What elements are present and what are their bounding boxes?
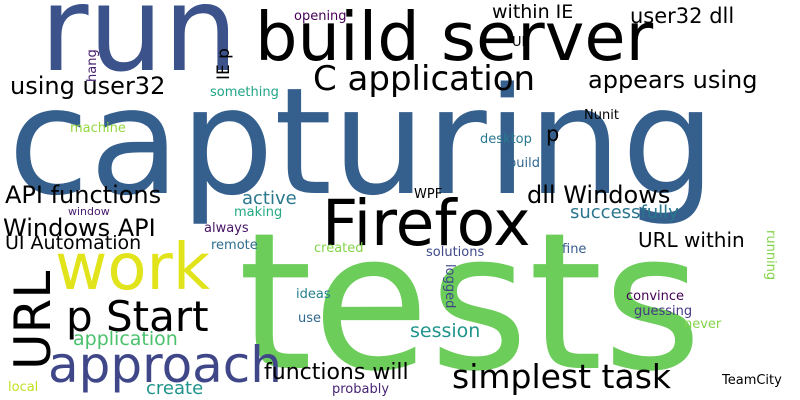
word-making: making (234, 205, 283, 220)
word-ui-automation: UI Automation (5, 232, 142, 254)
word-api-functions: API functions (5, 181, 162, 209)
word-guessing: guessing (634, 304, 693, 319)
word-session: session (410, 320, 481, 342)
word-desktop: desktop (480, 132, 532, 147)
word-never: never (684, 317, 722, 332)
word-teamcity: TeamCity (722, 373, 782, 388)
word-local: local (8, 380, 39, 395)
word-ui: UI (512, 35, 526, 50)
word-tests: tests (238, 192, 702, 400)
word-functions-will: functions will (264, 360, 409, 385)
word-url-within: URL within (638, 228, 745, 252)
word-appears-using: appears using (588, 66, 758, 94)
word-window: window (68, 205, 110, 218)
word-dll-windows: dll Windows (527, 181, 671, 209)
word-created: created (314, 241, 364, 256)
word-successfully: successfully (570, 202, 679, 223)
word-c-application: C application (313, 59, 536, 99)
word-application: application (73, 328, 178, 350)
word-running: running (763, 230, 778, 281)
word-ideas: ideas (296, 287, 331, 302)
word-ie-p: IE p (214, 48, 234, 80)
word-create: create (146, 378, 204, 399)
word-convince: convince (626, 289, 685, 304)
word-opening: opening (294, 9, 347, 24)
word-fine: fine (562, 242, 587, 257)
word-logged: logged (442, 264, 457, 309)
word-probably: probably (332, 382, 390, 397)
word-run: run (40, 0, 239, 98)
word-p-small: p (546, 122, 560, 146)
word-something: something (210, 85, 279, 100)
word-wpf: WPF (414, 187, 443, 202)
word-use: use (298, 311, 322, 326)
word-remote: remote (211, 238, 258, 253)
word-always: always (204, 221, 249, 236)
word-build-server: build server (255, 0, 654, 76)
word-using-user32: using user32 (10, 72, 166, 100)
word-nunit: Nunit (584, 108, 619, 123)
word-hang: hang (85, 49, 100, 82)
word-build: build (508, 156, 540, 171)
word-capturing: capturing (8, 56, 716, 228)
word-p-start: p Start (66, 292, 209, 341)
word-within-ie: within IE (492, 1, 574, 23)
word-approach: approach (48, 336, 282, 394)
word-firefox: Firefox (322, 187, 531, 260)
word-active: active (242, 188, 297, 209)
word-user32-dll: user32 dll (630, 4, 735, 28)
word-windows-api: Windows API (3, 214, 156, 242)
word-solutions: solutions (426, 245, 485, 260)
word-work: work (55, 231, 210, 305)
word-machine: machine (70, 121, 126, 136)
word-simplest-task: simplest task (452, 357, 672, 396)
